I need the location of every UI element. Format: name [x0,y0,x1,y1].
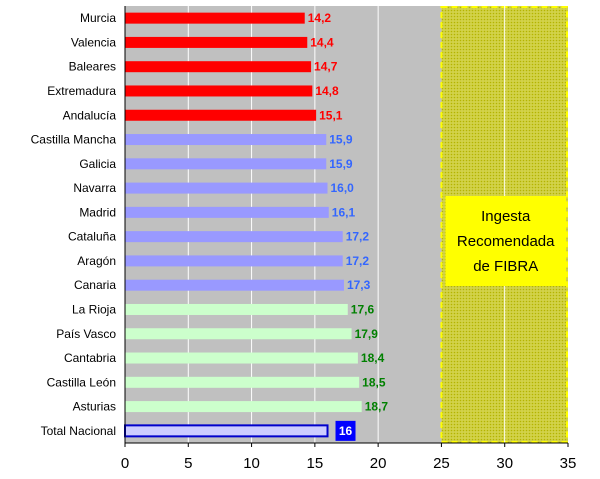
x-tick-label: 25 [433,455,450,472]
x-tick-label: 20 [370,455,387,472]
value-label: 14,7 [314,60,338,74]
value-label: 18,4 [361,351,385,365]
recommended-band-border [440,6,568,443]
value-label: 17,2 [346,254,370,268]
category-label: Aragón [77,254,116,268]
value-label: 18,5 [362,375,386,389]
category-label: Extremadura [47,84,116,98]
bar-total [124,424,329,438]
category-label: Castilla Mancha [31,133,117,147]
bar [125,401,362,413]
category-label: Navarra [73,181,116,195]
bar [125,255,343,267]
value-labels: 14,2 14,4 14,7 14,8 15,1 15,9 15,9 16,0 16,1 17,2… [308,11,389,441]
bar [125,36,308,48]
total-value-badge [335,420,356,441]
category-label: Cataluña [68,230,116,244]
category-label: Murcia [80,11,116,25]
value-label: 14,4 [310,35,334,49]
category-label: País Vasco [56,327,116,341]
x-axis: 0 5 10 15 20 25 30 35 [121,6,577,472]
category-label: Galicia [79,157,116,171]
value-label: 15,1 [319,108,343,122]
value-label: 17,6 [351,302,375,316]
value-label: 16,1 [332,205,356,219]
bar [125,376,360,388]
plot-background [125,6,442,443]
shaded-plot-area [125,6,442,443]
category-label: Cantabria [64,351,116,365]
value-label: 15,9 [329,133,353,147]
category-label: Canaria [74,278,116,292]
bar [125,279,344,291]
bar [125,61,312,73]
x-tick-label: 10 [243,455,260,472]
value-label: 16,0 [331,181,355,195]
x-tick-label: 30 [496,455,513,472]
value-label: 14,8 [315,84,339,98]
value-label: 17,3 [347,278,371,292]
bar [125,303,348,315]
bar [125,85,313,97]
bars [124,12,362,438]
bar [125,231,343,243]
category-label: Baleares [69,60,116,74]
value-label: 18,7 [365,400,389,414]
x-tick-label: 0 [121,455,129,472]
bar [125,328,352,340]
bar [125,182,328,194]
bar [125,158,327,170]
category-label: La Rioja [72,302,116,316]
recommended-intake-box: Ingesta Recomendada de FIBRA [445,196,566,286]
category-label: Valencia [71,35,116,49]
value-label: 17,9 [355,327,379,341]
value-label: 17,2 [346,230,370,244]
recommended-label-line: Recomendada [457,233,555,250]
bar [125,12,305,24]
category-label: Total Nacional [41,424,116,438]
recommended-label-line: Ingesta [481,208,531,225]
category-label: Castilla León [47,375,116,389]
x-tick-label: 15 [307,455,324,472]
bar [125,134,327,146]
bar [125,206,329,218]
bar [125,352,358,364]
value-label-total: 16 [339,424,353,438]
category-label: Asturias [73,400,116,414]
x-tick-label: 5 [184,455,192,472]
category-labels: Murcia Valencia Baleares Extremadura Andaluc… [31,11,117,438]
recommended-label-line: de FIBRA [473,258,538,275]
value-label: 15,9 [329,157,353,171]
recommended-label-box [445,196,566,286]
value-label: 14,2 [308,11,332,25]
bar [125,109,317,121]
x-tick-label: 35 [560,455,577,472]
category-label: Madrid [79,205,116,219]
category-label: Andalucía [63,108,117,122]
